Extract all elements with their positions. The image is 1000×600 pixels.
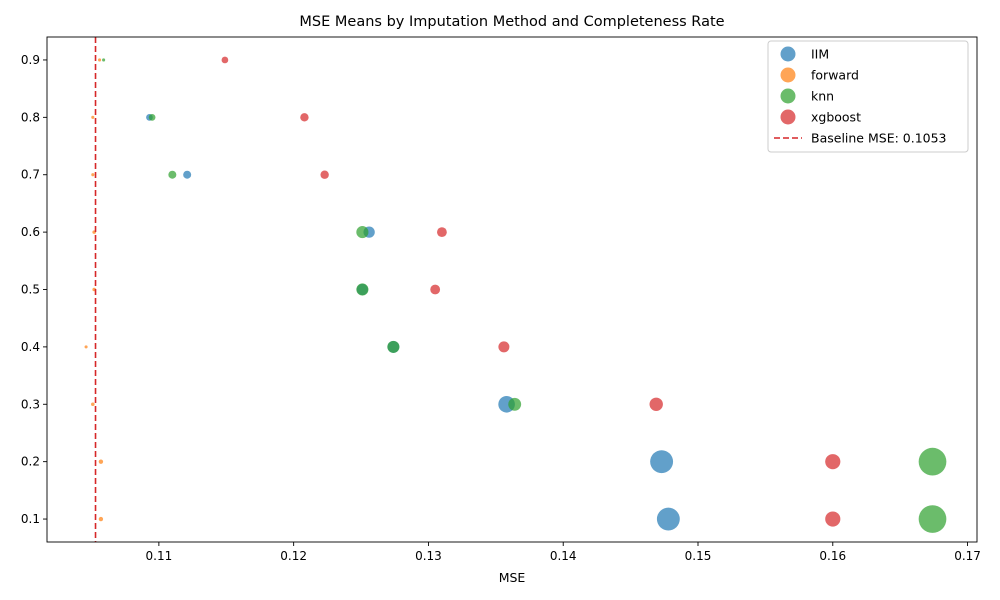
legend-box xyxy=(767,40,969,153)
x-tick-label: 0.14 xyxy=(550,549,577,563)
legend-marker-iim xyxy=(780,46,796,62)
point-knn-2 xyxy=(168,170,177,179)
point-knn-4 xyxy=(356,283,369,296)
y-tick-label: 0.5 xyxy=(21,283,40,297)
point-xgboost-4 xyxy=(430,284,441,295)
point-xgboost-3 xyxy=(437,227,447,238)
plot-marks xyxy=(84,56,947,533)
legend-marker-xgboost xyxy=(780,109,796,125)
point-xgboost-7 xyxy=(825,454,841,470)
x-tick-label: 0.16 xyxy=(819,549,846,563)
point-forward-8 xyxy=(98,516,104,522)
legend-marker-knn xyxy=(780,88,796,104)
y-axis-ticks: 0.1 0.2 0.3 0.4 0.5 0.6 0.7 0.8 0.9 xyxy=(21,53,47,526)
point-knn-7 xyxy=(918,447,947,476)
y-tick-label: 0.7 xyxy=(21,168,40,182)
legend-label-iim: IIM xyxy=(811,47,829,62)
point-knn-8 xyxy=(918,505,947,533)
y-tick-label: 0.6 xyxy=(21,225,40,239)
y-tick-label: 0.2 xyxy=(21,455,40,469)
legend: IIM forward knn xgboost Baseline MSE: 0.1053 xyxy=(767,40,969,153)
y-tick-label: 0.4 xyxy=(21,340,40,354)
point-xgboost-2 xyxy=(320,170,329,179)
point-xgboost-5 xyxy=(498,341,510,353)
legend-label-baseline: Baseline MSE: 0.1053 xyxy=(811,131,947,146)
x-axis-ticks: 0.11 0.12 0.13 0.14 0.15 0.16 0.17 xyxy=(146,542,981,563)
x-tick-label: 0.11 xyxy=(146,549,173,563)
x-tick-label: 0.12 xyxy=(280,549,307,563)
legend-marker-forward xyxy=(780,67,796,83)
legend-label-knn: knn xyxy=(811,89,834,104)
point-knn-5 xyxy=(387,340,400,353)
y-tick-label: 0.9 xyxy=(21,53,40,67)
point-xgboost-1 xyxy=(300,113,309,122)
point-forward-5 xyxy=(84,345,88,349)
x-tick-label: 0.13 xyxy=(415,549,442,563)
point-xgboost-0 xyxy=(221,56,229,64)
legend-label-xgboost: xgboost xyxy=(811,110,861,125)
legend-label-forward: forward xyxy=(811,68,859,83)
point-iim-7 xyxy=(656,507,680,531)
point-knn-1 xyxy=(148,113,156,121)
point-forward-2 xyxy=(91,173,95,177)
point-knn-6 xyxy=(508,397,522,411)
x-tick-label: 0.15 xyxy=(685,549,712,563)
y-tick-label: 0.1 xyxy=(21,512,40,526)
x-axis-label: MSE xyxy=(499,570,526,585)
point-iim-1 xyxy=(183,170,192,179)
point-forward-1 xyxy=(91,115,95,119)
point-iim-6 xyxy=(650,450,674,474)
x-tick-label: 0.17 xyxy=(954,549,981,563)
y-tick-label: 0.8 xyxy=(21,110,40,124)
point-forward-7 xyxy=(98,459,104,464)
point-knn-0 xyxy=(102,58,106,62)
point-forward-6 xyxy=(91,402,95,407)
point-xgboost-6 xyxy=(649,397,663,411)
point-forward-0 xyxy=(98,58,102,62)
point-xgboost-8 xyxy=(825,511,841,527)
point-knn-3 xyxy=(356,226,369,239)
y-tick-label: 0.3 xyxy=(21,397,40,411)
chart-title: MSE Means by Imputation Method and Compl… xyxy=(299,14,724,30)
